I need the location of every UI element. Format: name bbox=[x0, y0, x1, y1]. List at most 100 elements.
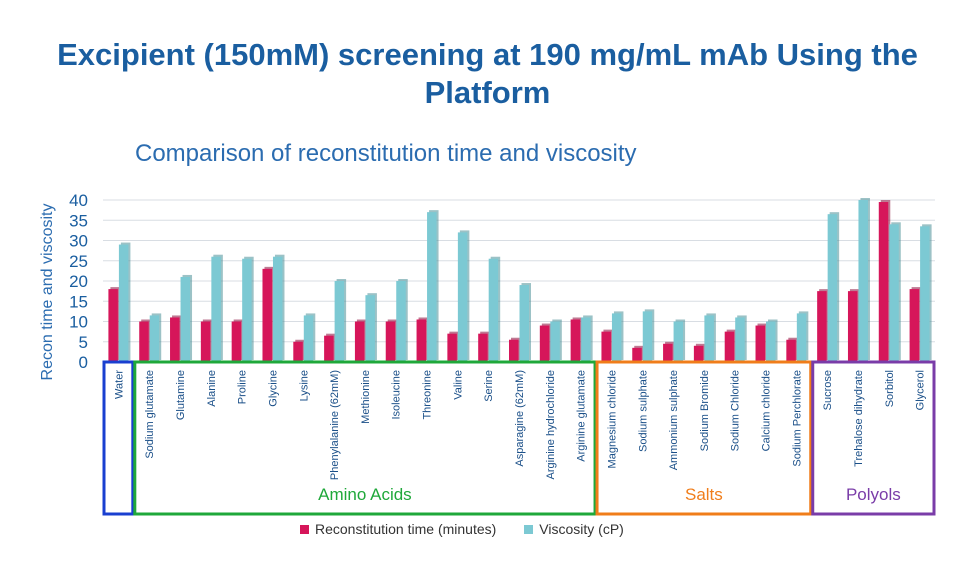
bar-recon-time bbox=[539, 325, 550, 362]
bar-recon-time bbox=[200, 321, 211, 362]
x-tick-label: Sodium Bromide bbox=[699, 370, 711, 451]
x-tick-label: Threonine bbox=[422, 370, 434, 420]
x-tick-label: Glycerol bbox=[915, 370, 927, 410]
group-box bbox=[811, 360, 936, 516]
group-box bbox=[102, 360, 135, 516]
group-label: Amino Acids bbox=[318, 485, 412, 504]
bar-viscosity bbox=[796, 313, 807, 362]
bar-viscosity bbox=[735, 317, 745, 362]
x-tick-label: Serine bbox=[483, 370, 495, 402]
bar-viscosity bbox=[642, 311, 653, 362]
legend-label-viscosity: Viscosity (cP) bbox=[539, 521, 624, 537]
x-tick-label: Sodium Chloride bbox=[730, 370, 742, 451]
bar-viscosity bbox=[365, 295, 375, 362]
x-tick-label: Arginine glutamate bbox=[576, 370, 588, 462]
group-box bbox=[595, 360, 813, 516]
bar-recon-time bbox=[724, 331, 735, 362]
bar-viscosity bbox=[211, 256, 221, 362]
y-tick-label: 0 bbox=[79, 353, 88, 372]
bar-recon-time bbox=[447, 333, 457, 362]
x-tick-label: Methionine bbox=[360, 370, 372, 424]
bar-viscosity bbox=[519, 285, 529, 362]
bar-recon-time bbox=[509, 339, 519, 362]
x-tick-label: Phenylalanine (62mM) bbox=[329, 370, 341, 480]
x-tick-label: Sodium Perchlorate bbox=[791, 370, 803, 467]
slide-title: Excipient (150mM) screening at 190 mg/mL… bbox=[57, 37, 918, 110]
bar-recon-time bbox=[354, 321, 365, 362]
group-label: Salts bbox=[685, 485, 723, 504]
bar-viscosity bbox=[457, 232, 468, 362]
bar-viscosity bbox=[303, 315, 314, 362]
bar-viscosity bbox=[858, 200, 868, 362]
bar-recon-time bbox=[878, 202, 889, 362]
x-tick-label: Valine bbox=[452, 370, 464, 400]
bar-viscosity bbox=[673, 321, 684, 362]
bar-recon-time bbox=[385, 321, 396, 362]
legend-item-recon: Reconstitution time (minutes) bbox=[300, 521, 496, 537]
x-tick-label: Sucrose bbox=[822, 370, 834, 410]
bar-viscosity bbox=[242, 258, 252, 362]
bar-viscosity bbox=[488, 258, 499, 362]
x-tick-label: Lysine bbox=[298, 370, 310, 401]
bar-recon-time bbox=[416, 319, 427, 362]
y-tick-label: 10 bbox=[69, 313, 88, 332]
x-tick-label: Alanine bbox=[206, 370, 218, 407]
bar-recon-time bbox=[601, 331, 611, 362]
legend-label-recon: Reconstitution time (minutes) bbox=[315, 521, 497, 537]
legend-swatch-viscosity bbox=[524, 524, 534, 534]
x-tick-label: Glutamine bbox=[175, 370, 187, 420]
group-label: Polyols bbox=[846, 485, 901, 504]
chart-title: Comparison of reconstitution time and vi… bbox=[135, 140, 637, 167]
bar-recon-time bbox=[663, 343, 673, 362]
y-tick-label: 20 bbox=[69, 272, 88, 291]
x-tick-label: Sodium glutamate bbox=[144, 370, 156, 459]
bar-viscosity bbox=[766, 321, 776, 362]
y-tick-label: 35 bbox=[69, 211, 88, 230]
bar-recon-time bbox=[909, 289, 920, 362]
bar-viscosity bbox=[611, 313, 622, 362]
bar-viscosity bbox=[334, 281, 345, 362]
bar-recon-time bbox=[478, 333, 488, 362]
x-tick-label: Calcium chloride bbox=[761, 370, 773, 451]
bar-viscosity bbox=[272, 256, 283, 362]
y-axis-label: Recon time and viscosity bbox=[39, 204, 56, 381]
bar-recon-time bbox=[755, 325, 766, 362]
bar-recon-time bbox=[170, 317, 180, 362]
x-tick-label: Sodium sulphate bbox=[637, 370, 649, 452]
legend-swatch-recon bbox=[300, 524, 309, 534]
bar-viscosity bbox=[149, 315, 160, 362]
bar-recon-time bbox=[847, 291, 858, 362]
bar-recon-time bbox=[632, 347, 642, 362]
y-tick-label: 40 bbox=[69, 191, 88, 210]
bar-viscosity bbox=[550, 321, 560, 362]
bar-recon-time bbox=[693, 345, 704, 362]
bar-recon-time bbox=[139, 321, 149, 362]
x-tick-label: Proline bbox=[237, 370, 249, 404]
legend-item-viscosity: Viscosity (cP) bbox=[524, 521, 624, 537]
bar-viscosity bbox=[581, 317, 591, 362]
x-tick-label: Isoleucine bbox=[391, 370, 403, 420]
x-tick-label: Water bbox=[113, 370, 125, 399]
bar-viscosity bbox=[704, 315, 714, 362]
bar-recon-time bbox=[293, 341, 303, 362]
y-tick-label: 30 bbox=[69, 232, 88, 251]
y-tick-label: 25 bbox=[69, 252, 88, 271]
bar-viscosity bbox=[920, 226, 930, 362]
y-tick-label: 15 bbox=[69, 292, 88, 311]
x-tick-label: Magnesium chloride bbox=[606, 370, 618, 468]
bar-recon-time bbox=[231, 321, 242, 362]
x-tick-label: Arginine hydrochloride bbox=[545, 370, 557, 479]
bar-recon-time bbox=[570, 319, 581, 362]
x-tick-label: Glycine bbox=[267, 370, 279, 407]
bar-recon-time bbox=[262, 268, 272, 362]
x-tick-label: Sorbitol bbox=[884, 370, 896, 407]
chart-legend: Reconstitution time (minutes) Viscosity … bbox=[300, 521, 624, 537]
bar-viscosity bbox=[427, 212, 437, 362]
y-tick-label: 5 bbox=[79, 333, 88, 352]
bar-viscosity bbox=[118, 244, 129, 362]
bar-viscosity bbox=[889, 224, 899, 362]
bar-viscosity bbox=[396, 281, 406, 362]
bar-recon-time bbox=[786, 339, 796, 362]
group-box bbox=[133, 360, 597, 516]
